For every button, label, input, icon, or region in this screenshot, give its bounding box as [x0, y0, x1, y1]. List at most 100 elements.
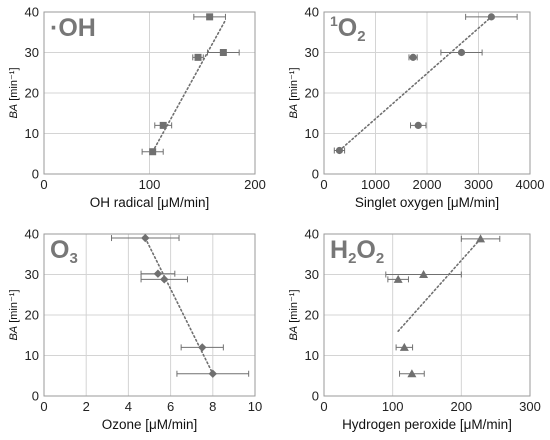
x-axis-label: Singlet oxygen [μM/min]	[355, 195, 499, 210]
chart-panel-oh-radical: 0 100 200 0 10 20 30 40 OH radical [μM/min] BA [m…	[8, 5, 266, 211]
y-axis-label-italic: BA	[8, 326, 20, 341]
x-tick-label: 6	[167, 399, 174, 414]
y-tick-label: 10	[25, 126, 39, 141]
x-tick-label: 10	[248, 399, 262, 414]
data-point-diamond	[160, 275, 169, 284]
x-tick-label: 200	[244, 177, 266, 192]
y-tick-label: 10	[305, 126, 319, 141]
y-axis-label: BA [min⁻¹]	[8, 289, 20, 340]
y-axis-label-unit: [min⁻¹]	[8, 67, 20, 103]
y-tick-label: 30	[25, 45, 39, 60]
trend-line	[144, 237, 214, 375]
data-point-circle	[487, 13, 495, 21]
x-axis-label: Hydrogen peroxide [μM/min]	[342, 417, 512, 432]
data-point-triangle	[419, 270, 429, 278]
x-tick-label: 100	[382, 399, 404, 414]
data-point-triangle	[399, 342, 409, 351]
x-tick-label: 0	[40, 399, 47, 414]
species-label-part: O	[356, 236, 375, 264]
y-axis-label-italic: BA	[8, 104, 20, 119]
y-axis-label-unit: [min⁻¹]	[8, 289, 20, 325]
species-label-part: O	[50, 236, 69, 264]
plot-frame	[43, 11, 256, 175]
y-axis-label-italic: BA	[288, 326, 300, 341]
data-point-circle	[409, 53, 417, 61]
trend-line	[338, 16, 493, 152]
data-point-triangle	[476, 234, 486, 243]
data-point-square	[149, 148, 157, 156]
species-label-part: 1	[330, 13, 338, 29]
chart-panel-hydrogen-peroxide: 0 100 200 300 0 10 20 30 40 Hydrogen peroxide [μM…	[288, 227, 541, 433]
data-point-triangle	[393, 274, 403, 283]
y-tick-label: 20	[305, 308, 319, 323]
y-tick-label: 40	[25, 5, 39, 20]
data-point-circle	[457, 48, 466, 57]
y-tick-label: 0	[312, 389, 319, 404]
data-point-circle	[414, 121, 422, 129]
data-point-diamond	[153, 269, 163, 278]
y-tick-label: 30	[25, 267, 39, 282]
trend-line	[151, 19, 227, 153]
y-tick-label: 20	[25, 308, 39, 323]
data-point-diamond	[198, 343, 207, 352]
x-tick-label: 2000	[413, 177, 442, 192]
x-tick-label: 8	[209, 399, 216, 414]
y-tick-label: 40	[305, 5, 319, 20]
x-tick-label: 300	[519, 399, 541, 414]
data-point-diamond	[208, 369, 217, 378]
species-label-part: H	[330, 236, 348, 264]
species-label-part: 3	[69, 250, 77, 267]
y-tick-label: 10	[305, 348, 319, 363]
x-tick-label: 1000	[361, 177, 390, 192]
y-tick-label: 0	[32, 167, 39, 182]
y-tick-label: 40	[305, 227, 319, 242]
data-point-diamond	[141, 233, 150, 243]
y-tick-label: 20	[305, 86, 319, 101]
y-tick-label: 40	[25, 227, 39, 242]
x-tick-label: 2	[83, 399, 90, 414]
y-tick-label: 10	[25, 348, 39, 363]
species-label: ·OH	[50, 14, 96, 42]
x-tick-label: 100	[139, 177, 161, 192]
y-axis-label-unit: [min⁻¹]	[288, 289, 300, 325]
species-label: H2O2	[330, 236, 384, 267]
plot-frame	[43, 233, 256, 397]
data-point-circle	[335, 146, 344, 155]
x-tick-label: 200	[450, 399, 472, 414]
plot-frame	[323, 233, 531, 397]
data-point-square	[194, 53, 202, 61]
species-label-part: O	[338, 14, 357, 42]
y-tick-label: 0	[32, 389, 39, 404]
x-axis-label: Ozone [μM/min]	[102, 417, 198, 432]
x-tick-label: 0	[40, 177, 47, 192]
species-label-part: 2	[348, 250, 356, 267]
x-tick-label: 0	[320, 399, 327, 414]
species-label-part: ·OH	[50, 14, 96, 42]
chart-panel-ozone: 0 2 4 6 8 10 0 10 20 30 40 Ozone [μM/min] BA [min⁻¹]…	[8, 227, 262, 433]
y-tick-label: 30	[305, 267, 319, 282]
data-point-square	[206, 13, 214, 21]
y-axis-label: BA [min⁻¹]	[288, 67, 300, 118]
data-point-triangle	[407, 369, 417, 378]
y-axis-label-unit: [min⁻¹]	[288, 67, 300, 103]
x-tick-label: 4	[125, 399, 132, 414]
species-label-part: 2	[376, 250, 384, 267]
x-tick-label: 0	[320, 177, 327, 192]
species-label: 1O2	[330, 13, 366, 45]
trend-line	[397, 238, 482, 333]
x-axis-label: OH radical [μM/min]	[90, 195, 210, 210]
data-point-square	[159, 121, 167, 129]
y-tick-label: 20	[25, 86, 39, 101]
y-tick-label: 0	[312, 167, 319, 182]
y-tick-label: 30	[305, 45, 319, 60]
species-label-part: 2	[357, 28, 365, 45]
species-label: O3	[50, 236, 78, 267]
x-tick-label: 4000	[516, 177, 545, 192]
x-tick-label: 3000	[464, 177, 493, 192]
y-axis-label-italic: BA	[288, 104, 300, 119]
data-point-square	[219, 49, 227, 56]
plot-frame	[323, 11, 531, 175]
y-axis-label: BA [min⁻¹]	[8, 67, 20, 118]
